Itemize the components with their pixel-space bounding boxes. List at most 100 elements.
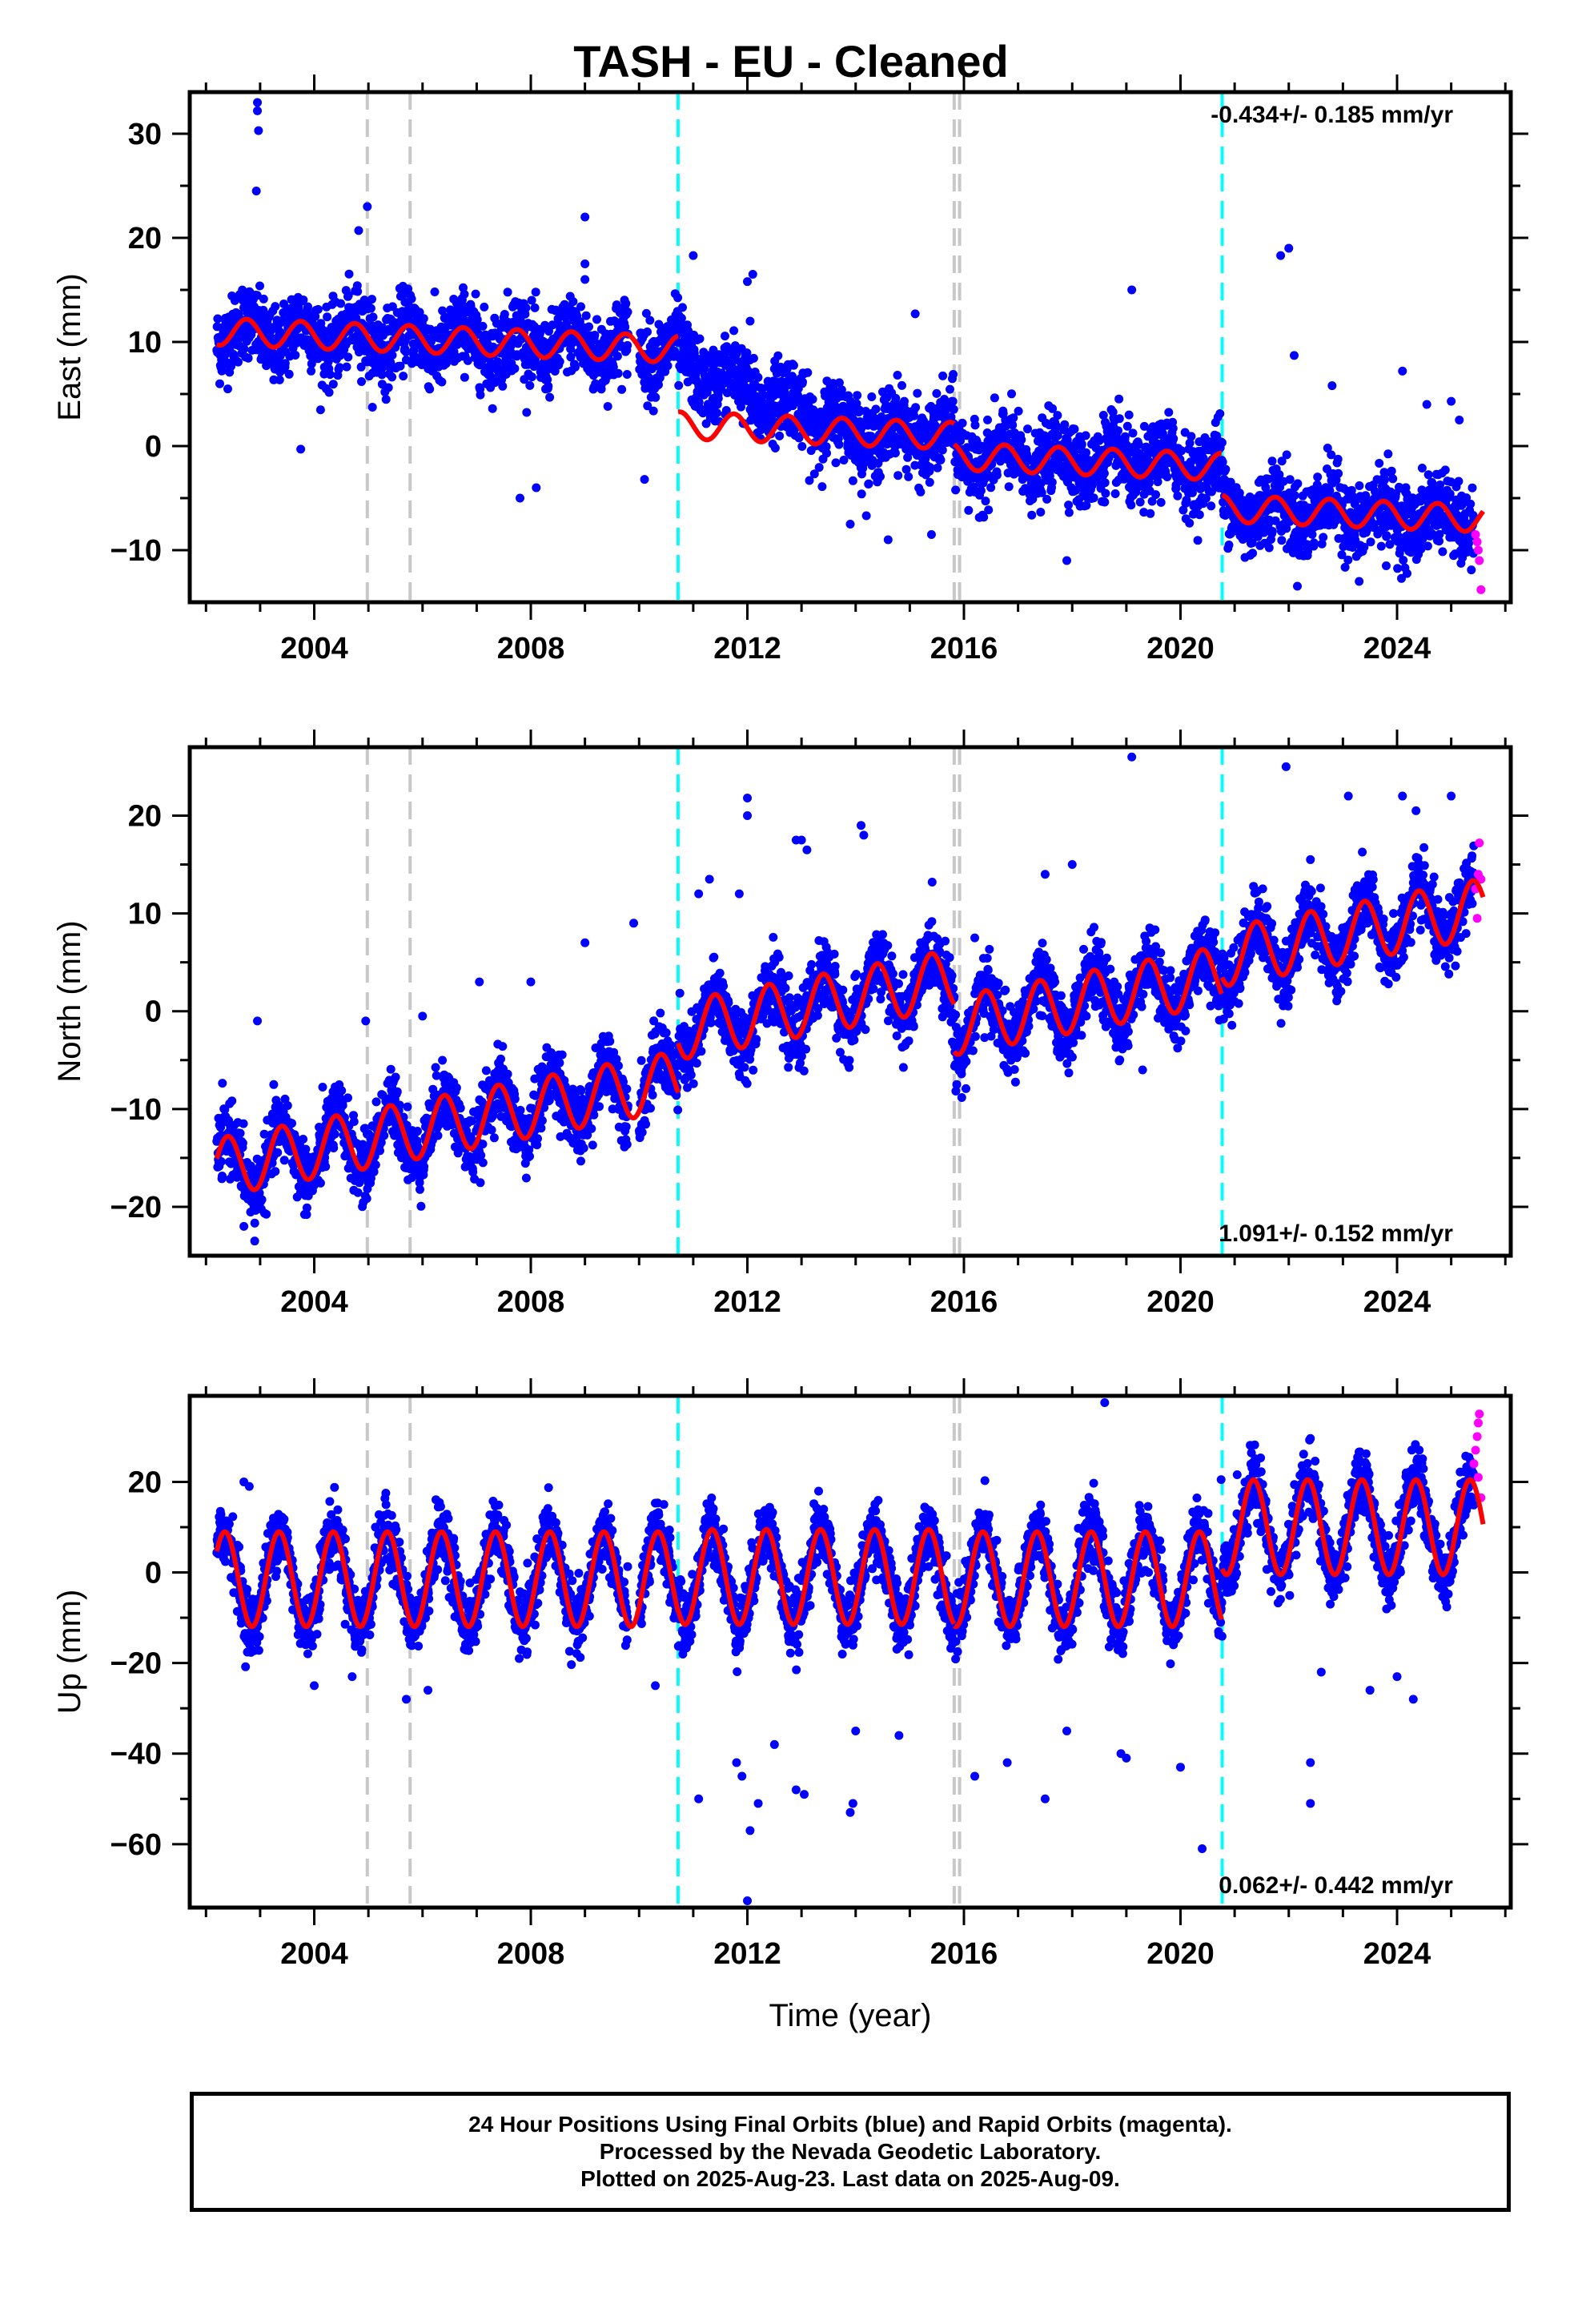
outlier-point bbox=[1276, 251, 1286, 260]
data-point bbox=[623, 340, 632, 350]
data-point bbox=[1104, 453, 1114, 463]
panel-frame bbox=[187, 90, 1513, 605]
data-point bbox=[695, 334, 705, 344]
data-point bbox=[302, 1203, 311, 1212]
data-point bbox=[821, 442, 831, 452]
data-point bbox=[525, 380, 535, 390]
data-point bbox=[911, 403, 921, 412]
data-point bbox=[1359, 542, 1369, 552]
data-point bbox=[396, 361, 405, 371]
data-point bbox=[775, 431, 785, 440]
data-point bbox=[1037, 488, 1046, 497]
data-point bbox=[438, 306, 448, 316]
data-point bbox=[958, 418, 967, 428]
data-point bbox=[1082, 501, 1091, 510]
data-point bbox=[362, 1194, 371, 1204]
data-point bbox=[498, 381, 508, 391]
data-point bbox=[1014, 406, 1023, 416]
data-point bbox=[1047, 477, 1057, 487]
data-point bbox=[510, 364, 520, 373]
data-point bbox=[262, 1209, 271, 1219]
data-point bbox=[1467, 565, 1476, 575]
data-point bbox=[299, 1135, 308, 1144]
data-point bbox=[1077, 440, 1086, 449]
data-point bbox=[1147, 497, 1157, 506]
data-point bbox=[1182, 496, 1191, 505]
data-point bbox=[1340, 562, 1350, 572]
data-point bbox=[1153, 477, 1162, 487]
data-point bbox=[592, 315, 601, 324]
data-point bbox=[427, 337, 436, 346]
x-tick-label: 2024 bbox=[1363, 632, 1431, 665]
data-point bbox=[901, 464, 911, 474]
data-point bbox=[548, 320, 557, 330]
data-point bbox=[269, 1080, 279, 1089]
data-point bbox=[371, 1160, 380, 1170]
data-point bbox=[1128, 428, 1138, 438]
data-point bbox=[377, 370, 387, 380]
data-point bbox=[1323, 444, 1332, 452]
data-point bbox=[981, 497, 990, 506]
data-point bbox=[1337, 550, 1347, 560]
data-point bbox=[367, 295, 376, 304]
data-point bbox=[951, 485, 961, 495]
data-point bbox=[933, 463, 942, 472]
data-point bbox=[387, 302, 397, 312]
outlier-point bbox=[1284, 243, 1294, 253]
data-point bbox=[366, 1173, 375, 1183]
data-point bbox=[749, 353, 758, 363]
data-point bbox=[1007, 389, 1016, 399]
data-point bbox=[976, 486, 986, 496]
data-point bbox=[551, 305, 560, 315]
data-point bbox=[913, 388, 922, 398]
data-point bbox=[936, 455, 946, 464]
data-point bbox=[227, 1096, 237, 1106]
data-point bbox=[1382, 531, 1391, 541]
data-point bbox=[1004, 482, 1014, 492]
data-point bbox=[1100, 497, 1110, 507]
data-point bbox=[543, 375, 552, 384]
data-point bbox=[503, 287, 512, 297]
data-point bbox=[674, 380, 684, 390]
data-point bbox=[1417, 464, 1427, 472]
data-point bbox=[531, 287, 540, 297]
data-point bbox=[1101, 489, 1110, 498]
data-point bbox=[803, 368, 813, 377]
data-point bbox=[287, 1119, 296, 1128]
data-point bbox=[900, 396, 909, 406]
data-point bbox=[419, 314, 428, 324]
rapid-point bbox=[1475, 556, 1484, 565]
data-point bbox=[568, 297, 578, 307]
data-point bbox=[1224, 541, 1234, 549]
data-point bbox=[478, 321, 488, 331]
data-point bbox=[238, 1138, 247, 1148]
data-point bbox=[645, 316, 655, 325]
data-point bbox=[1218, 457, 1227, 467]
data-point bbox=[218, 1079, 227, 1088]
data-point bbox=[1355, 481, 1364, 490]
outlier-point bbox=[1422, 400, 1431, 409]
model-fit-line bbox=[677, 409, 956, 451]
data-point bbox=[367, 403, 377, 412]
data-point bbox=[1207, 487, 1216, 497]
data-point bbox=[522, 408, 532, 417]
data-point bbox=[383, 383, 393, 392]
outlier-point bbox=[1381, 561, 1391, 570]
y-tick-label: 10 bbox=[128, 326, 162, 360]
data-point bbox=[1195, 510, 1204, 520]
data-point bbox=[1053, 431, 1062, 440]
data-point bbox=[328, 380, 338, 389]
data-point bbox=[721, 406, 731, 415]
data-point bbox=[983, 415, 992, 424]
data-point bbox=[313, 304, 323, 314]
data-point bbox=[336, 299, 346, 308]
data-point bbox=[903, 452, 913, 462]
figure-title: TASH - EU - Cleaned bbox=[573, 36, 1009, 86]
data-point bbox=[527, 372, 536, 382]
data-point bbox=[1008, 420, 1018, 430]
data-point bbox=[938, 445, 947, 455]
data-point bbox=[425, 384, 435, 394]
data-point bbox=[1293, 479, 1303, 489]
data-point bbox=[349, 1117, 359, 1126]
data-point bbox=[620, 322, 630, 332]
